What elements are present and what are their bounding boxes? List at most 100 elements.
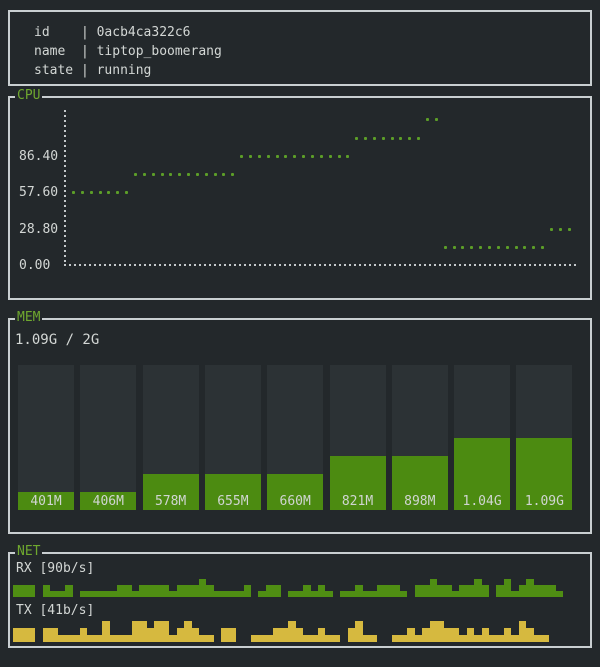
- info-separator: |: [80, 63, 89, 78]
- cpu-data-point: [319, 154, 323, 158]
- net-tx-bar: [503, 628, 512, 642]
- mem-panel: MEM 1.09G / 2G 401M 406M 578M 655M 660M 821M 8…: [8, 311, 592, 534]
- net-rx-bar: [518, 585, 527, 597]
- net-tx-bar: [50, 628, 58, 642]
- net-rx-bar: [42, 585, 51, 597]
- mem-bar-label: 1.09G: [524, 494, 564, 509]
- net-rx-bar: [132, 591, 140, 597]
- cpu-data-point: [125, 191, 129, 195]
- net-tx-bar: [481, 628, 489, 642]
- cpu-data-point: [487, 245, 491, 249]
- info-row-id: id | 0acb4ca322c6: [34, 23, 590, 42]
- cpu-data-point: [187, 173, 191, 176]
- info-key-state: state: [34, 63, 74, 78]
- mem-panel-title: MEM: [15, 310, 43, 325]
- net-tx-bar: [57, 635, 66, 642]
- cpu-data-point: [558, 227, 562, 231]
- mem-bar-track: 898M: [391, 365, 448, 510]
- net-rx-bar: [176, 585, 185, 597]
- cpu-data-point: [408, 136, 412, 140]
- mem-bar-track: 401M: [18, 365, 74, 510]
- net-rx-bar: [161, 585, 170, 597]
- net-rx-bar: [258, 591, 266, 597]
- cpu-panel-title: CPU: [15, 88, 43, 103]
- net-rx-bar: [496, 585, 504, 597]
- net-tx-bar: [303, 635, 311, 642]
- cpu-data-point: [443, 245, 447, 249]
- cpu-data-point: [142, 173, 146, 176]
- net-rx-bar: [65, 585, 73, 597]
- cpu-data-point: [231, 173, 235, 176]
- mem-bar-label: 1.04G: [462, 494, 502, 509]
- net-rx-bar: [355, 585, 363, 597]
- cpu-panel: CPU 86.40 57.60 28.80 0.00: [8, 89, 592, 300]
- cpu-data-point: [399, 136, 403, 140]
- net-tx-bar: [332, 635, 341, 642]
- net-rx-bar: [236, 591, 244, 597]
- cpu-data-point: [541, 245, 545, 249]
- net-tx-bar: [295, 628, 304, 642]
- cpu-data-point: [461, 245, 465, 249]
- net-rx-bar: [273, 585, 281, 597]
- cpu-data-point: [470, 245, 474, 249]
- mem-bar-track: 578M: [142, 365, 199, 510]
- net-tx-bar: [489, 635, 497, 642]
- net-tx-bar: [228, 628, 237, 642]
- net-tx-rate-label: TX [41b/s]: [16, 603, 95, 618]
- cpu-y-tick: 0.00: [19, 258, 51, 273]
- net-tx-bar: [273, 628, 281, 642]
- net-rx-bar: [347, 591, 356, 597]
- cpu-y-tick: 28.80: [19, 221, 59, 237]
- cpu-data-point: [514, 245, 518, 249]
- net-rx-bar: [243, 585, 251, 597]
- cpu-data-point: [381, 136, 385, 140]
- net-tx-bar: [176, 628, 185, 642]
- container-info-panel: id | 0acb4ca322c6 name | tiptop_boomerang st…: [8, 10, 592, 86]
- net-rx-sparkline: [13, 579, 571, 597]
- mem-bar-label: 821M: [341, 494, 374, 509]
- net-rx-rate-label: RX [90b/s]: [16, 561, 95, 576]
- cpu-data-point: [505, 245, 509, 249]
- cpu-data-point: [496, 245, 500, 249]
- net-rx-bar: [57, 591, 66, 597]
- mem-bar-label: 660M: [279, 494, 311, 509]
- mem-bar-label: 578M: [154, 494, 187, 509]
- net-tx-bar: [102, 621, 110, 642]
- net-rx-bar: [117, 585, 125, 597]
- net-tx-bar: [317, 628, 326, 642]
- cpu-y-tick: 57.60: [19, 185, 59, 201]
- net-tx-bar: [146, 628, 155, 642]
- net-tx-bar: [541, 635, 549, 642]
- cpu-y-tick: 86.40: [19, 148, 59, 164]
- cpu-data-point: [195, 173, 199, 176]
- net-rx-bar: [422, 585, 430, 597]
- net-rx-bar: [124, 585, 132, 597]
- cpu-data-point: [372, 136, 376, 140]
- cpu-data-point: [417, 136, 421, 140]
- cpu-data-point: [302, 154, 306, 158]
- net-rx-bar: [265, 585, 274, 597]
- mem-bar-track: 406M: [80, 365, 137, 510]
- mem-bar-label: 406M: [92, 494, 124, 509]
- net-rx-bar: [94, 591, 103, 597]
- cpu-data-point: [310, 154, 314, 158]
- net-tx-bar: [288, 621, 296, 642]
- mem-bar: [80, 491, 137, 510]
- net-rx-bar: [429, 579, 437, 597]
- net-rx-bar: [146, 585, 155, 597]
- net-tx-bar: [132, 621, 140, 642]
- net-tx-bar: [280, 628, 289, 642]
- net-tx-bar: [161, 621, 170, 642]
- cpu-data-point: [178, 173, 182, 176]
- cpu-data-point: [364, 136, 368, 140]
- cpu-plot: [10, 98, 590, 298]
- mem-bar-label: 898M: [404, 494, 436, 509]
- net-rx-bar: [436, 585, 445, 597]
- net-tx-bar: [124, 635, 132, 642]
- net-rx-bar: [206, 585, 214, 597]
- info-separator: |: [80, 44, 89, 59]
- info-value-id: 0acb4ca322c6: [96, 25, 191, 40]
- net-tx-bar: [117, 635, 125, 642]
- net-rx-bar: [109, 591, 118, 597]
- mem-bar: [516, 437, 573, 510]
